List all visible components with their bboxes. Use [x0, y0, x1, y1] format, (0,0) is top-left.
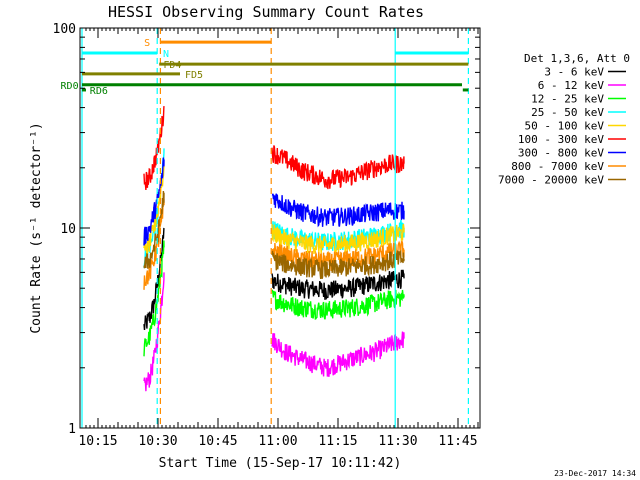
- chart-title: HESSI Observing Summary Count Rates: [108, 3, 424, 21]
- series-line-7-seg-0: [143, 199, 165, 290]
- series-line-5-seg-1: [271, 145, 405, 190]
- legend-label-0: 3 - 6 keV: [544, 66, 604, 79]
- series-line-1-seg-0: [143, 272, 165, 392]
- x-tick-label-6: 11:45: [438, 434, 477, 449]
- legend-label-7: 800 - 7000 keV: [511, 160, 604, 173]
- series-line-7-seg-1: [271, 240, 405, 272]
- series-line-1-seg-1: [271, 331, 405, 377]
- flag-label-3: FD4: [163, 60, 181, 71]
- x-tick-label-4: 11:15: [318, 434, 357, 449]
- flag-label-6: RD6: [90, 86, 108, 97]
- flag-label-1: N: [163, 49, 169, 60]
- legend-label-2: 12 - 25 keV: [531, 93, 604, 106]
- flag-label-0: S: [144, 38, 150, 49]
- series-line-0-seg-0: [143, 227, 165, 331]
- x-tick-label-2: 10:45: [198, 434, 237, 449]
- series-line-8-seg-0: [143, 190, 165, 269]
- legend-label-1: 6 - 12 keV: [538, 79, 605, 92]
- x-tick-label-3: 11:00: [258, 434, 297, 449]
- series-line-2-seg-0: [143, 240, 165, 357]
- legend-label-5: 100 - 300 keV: [518, 133, 604, 146]
- series-line-6-seg-0: [143, 157, 165, 246]
- x-tick-label-0: 10:15: [78, 434, 117, 449]
- series-line-0-seg-1: [271, 269, 405, 301]
- x-tick-label-1: 10:30: [138, 434, 177, 449]
- legend-label-4: 50 - 100 keV: [525, 120, 605, 133]
- x-axis-label: Start Time (15-Sep-17 10:11:42): [159, 456, 402, 471]
- footer-timestamp: 23-Dec-2017 14:34: [554, 469, 636, 478]
- series-line-6-seg-1: [271, 193, 405, 228]
- y-tick-label-2: 100: [53, 22, 76, 37]
- series-line-8-seg-1: [271, 249, 405, 279]
- legend-label-8: 7000 - 20000 keV: [498, 174, 604, 187]
- data-layer: [143, 106, 405, 392]
- y-tick-label-0: 1: [68, 422, 76, 437]
- series-line-4-seg-1: [271, 223, 405, 256]
- series-line-4-seg-0: [143, 165, 165, 255]
- flag-label-4: FD5: [185, 70, 203, 81]
- y-tick-label-1: 10: [60, 222, 76, 237]
- flag-label-5: RD0: [61, 81, 79, 92]
- series-line-2-seg-1: [271, 289, 405, 320]
- series-line-5-seg-0: [143, 106, 165, 191]
- legend-label-6: 300 - 800 keV: [518, 147, 604, 160]
- y-axis-label: Count Rate (s⁻¹ detector⁻¹): [29, 122, 44, 333]
- axes-layer: 1 10 100 10:15 10:30 10:45 11:00 11:15 11:30 11:4…: [53, 22, 480, 449]
- legend-header: Det 1,3,6, Att 0: [524, 52, 630, 65]
- legend-label-3: 25 - 50 keV: [531, 106, 604, 119]
- x-tick-label-5: 11:30: [378, 434, 417, 449]
